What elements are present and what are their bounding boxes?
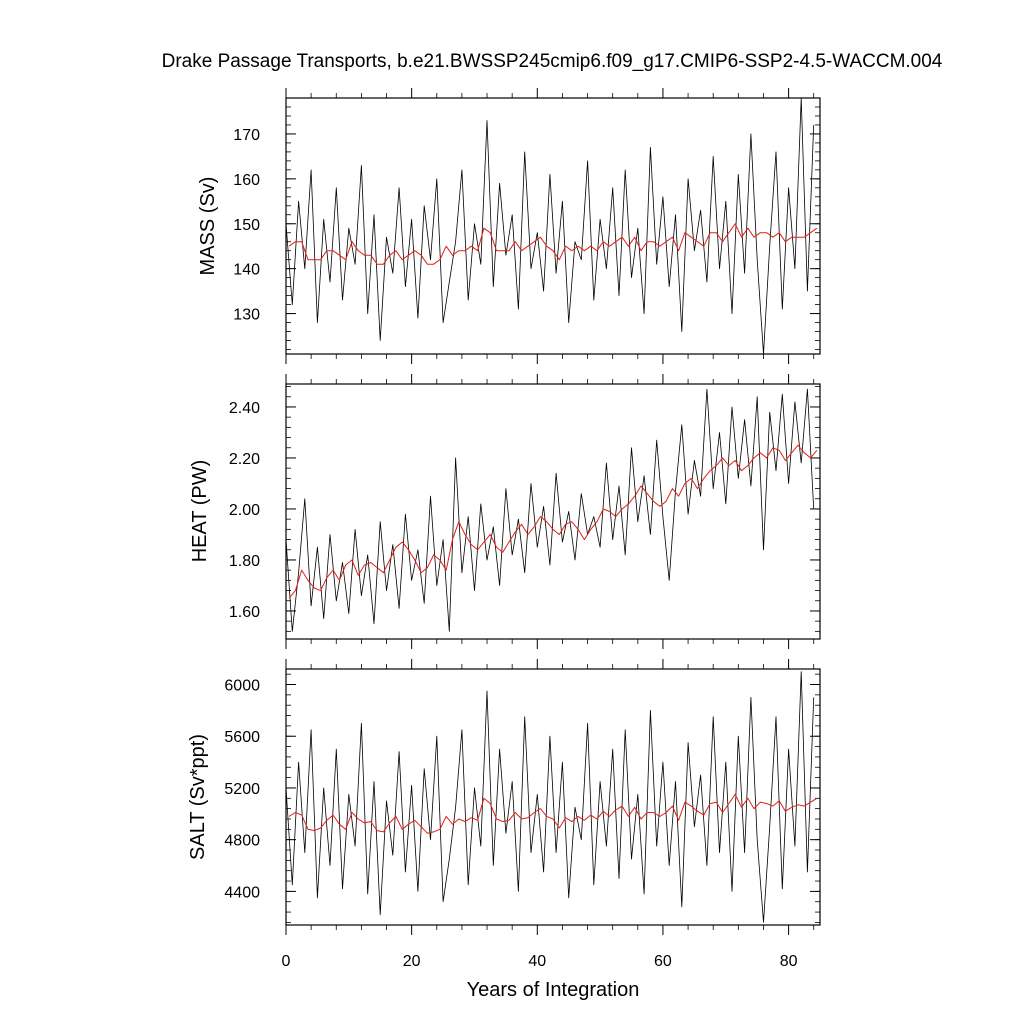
chart-title: Drake Passage Transports, b.e21.BWSSP245… xyxy=(162,51,943,72)
y-tick-label: 170 xyxy=(233,127,260,144)
y-tick-label: 1.80 xyxy=(229,553,260,570)
y-tick-label: 150 xyxy=(233,217,260,234)
y-tick-label: 6000 xyxy=(224,678,260,695)
panel-salt-frame xyxy=(285,668,821,926)
panel-salt: 4400 4800 5200 5600 6000 SALT (Sv*ppt) xyxy=(187,659,821,935)
panel-mass-monthly-series xyxy=(285,97,815,355)
y-tick-label: 5200 xyxy=(224,781,260,798)
salt-annual-mean-line xyxy=(288,793,818,834)
panel-mass: 130 140 150 160 170 MASS (Sv) xyxy=(197,88,821,364)
panel-salt-monthly-series xyxy=(285,671,815,923)
mass-annual-mean-line xyxy=(288,223,818,265)
x-tick-labels: 0 20 40 60 80 xyxy=(282,953,798,970)
x-axis-label: Years of Integration xyxy=(467,979,640,1001)
x-tick-label: 0 xyxy=(282,953,291,970)
y-tick-label: 140 xyxy=(233,262,260,279)
y-tick-label: 4800 xyxy=(224,833,260,850)
heat-monthly-line xyxy=(285,388,815,632)
y-tick-label: 130 xyxy=(233,307,260,324)
x-tick-label: 20 xyxy=(403,953,421,970)
panel-salt-ticks: 4400 4800 5200 5600 6000 xyxy=(224,659,820,935)
panel-heat-ticks: 1.60 1.80 2.00 2.20 2.40 xyxy=(229,374,820,649)
panel-heat-monthly-series xyxy=(285,388,815,632)
panel-salt-annual-series xyxy=(288,793,818,834)
y-tick-label: 4400 xyxy=(224,884,260,901)
x-tick-label: 40 xyxy=(528,953,546,970)
x-tick-label: 80 xyxy=(780,953,798,970)
panel-heat: 1.60 1.80 2.00 2.20 2.40 HEAT (PW) xyxy=(189,374,821,649)
heat-annual-mean-line xyxy=(288,444,818,599)
y-tick-label: 160 xyxy=(233,172,260,189)
panel-mass-annual-series xyxy=(288,223,818,265)
panel-heat-annual-series xyxy=(288,444,818,599)
salt-monthly-line xyxy=(285,671,815,923)
panel-heat-frame xyxy=(285,383,821,640)
y-tick-label: 2.40 xyxy=(229,400,260,417)
y-tick-label: 1.60 xyxy=(229,604,260,621)
panel-heat-ylabel: HEAT (PW) xyxy=(189,460,211,563)
y-tick-label: 2.00 xyxy=(229,502,260,519)
panel-mass-ticks: 130 140 150 160 170 xyxy=(233,88,820,364)
y-tick-label: 5600 xyxy=(224,729,260,746)
y-tick-label: 2.20 xyxy=(229,451,260,468)
panel-salt-ylabel: SALT (Sv*ppt) xyxy=(187,734,209,860)
panel-mass-ylabel: MASS (Sv) xyxy=(197,177,219,276)
x-tick-label: 60 xyxy=(654,953,672,970)
mass-monthly-line xyxy=(285,97,815,355)
